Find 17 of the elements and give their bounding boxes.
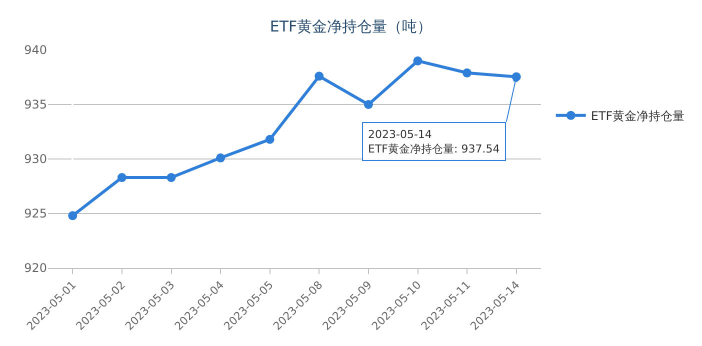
point <box>462 68 472 78</box>
y-tick-label: 920 <box>24 261 47 276</box>
point <box>364 100 373 109</box>
point <box>216 153 226 162</box>
chart-title: ETF黄金净持仓量（吨） <box>270 17 432 36</box>
point <box>117 173 126 182</box>
y-tick-label: 930 <box>24 152 47 166</box>
point <box>68 211 78 220</box>
legend-label: ETF黄金净持仓量 <box>590 109 685 124</box>
point <box>314 72 324 81</box>
point <box>413 56 422 66</box>
y-tick-label: 940 <box>24 43 47 58</box>
annotation: 2023-05-14 ETF黄金净持仓量: 937.54 <box>368 128 500 156</box>
y-tick-label: 925 <box>24 206 47 221</box>
y-tick-label: 935 <box>24 98 47 112</box>
point <box>166 173 176 182</box>
point <box>265 134 274 144</box>
